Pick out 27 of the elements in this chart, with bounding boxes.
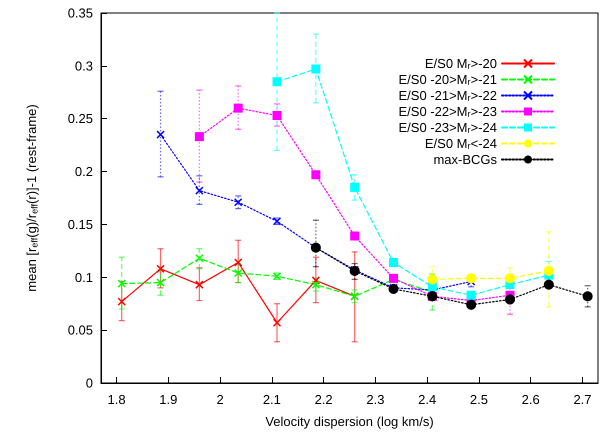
y-tick-label: 0.25 <box>68 111 93 126</box>
y-tick-label: 0 <box>86 376 93 390</box>
legend-label: max-BCGs <box>433 152 498 167</box>
legend-label: E/S0 -22>Mᵣ>-23 <box>398 104 497 119</box>
y-tick-label: 0.2 <box>74 164 93 180</box>
x-tick-label: 2.5 <box>470 392 488 407</box>
y-axis-title: mean [reff(g)/reff(r)]-1 (rest-frame) <box>24 104 40 292</box>
legend-label: E/S0 -23>Mᵣ>-24 <box>398 120 497 135</box>
y-tick-label: 0.35 <box>68 6 93 20</box>
x-tick-label: 2.4 <box>418 392 436 407</box>
legend-label: E/S0 -20>Mᵣ>-21 <box>398 72 497 87</box>
x-tick-label: 1.9 <box>159 392 178 407</box>
y-tick-label: 0.05 <box>68 322 93 338</box>
y-tick-label: 0.15 <box>68 216 93 232</box>
x-tick-label: 1.8 <box>107 392 126 407</box>
legend-label: E/S0 Mᵣ<-24 <box>424 136 497 151</box>
x-tick-label: 2.7 <box>573 392 592 407</box>
y-tick-label: 0.1 <box>74 270 93 285</box>
legend-label: E/S0 -21>Mᵣ>-22 <box>398 88 497 103</box>
x-axis-title: Velocity dispersion (log km/s) <box>265 414 434 429</box>
x-tick-label: 2 <box>216 392 224 407</box>
legend-label: E/S0 Mᵣ>-20 <box>424 56 497 71</box>
x-tick-label: 2.2 <box>314 392 333 407</box>
x-tick-label: 2.3 <box>366 392 384 407</box>
x-tick-label: 2.6 <box>522 392 540 407</box>
x-tick-label: 2.1 <box>262 392 281 407</box>
y-tick-label: 0.3 <box>74 58 93 74</box>
